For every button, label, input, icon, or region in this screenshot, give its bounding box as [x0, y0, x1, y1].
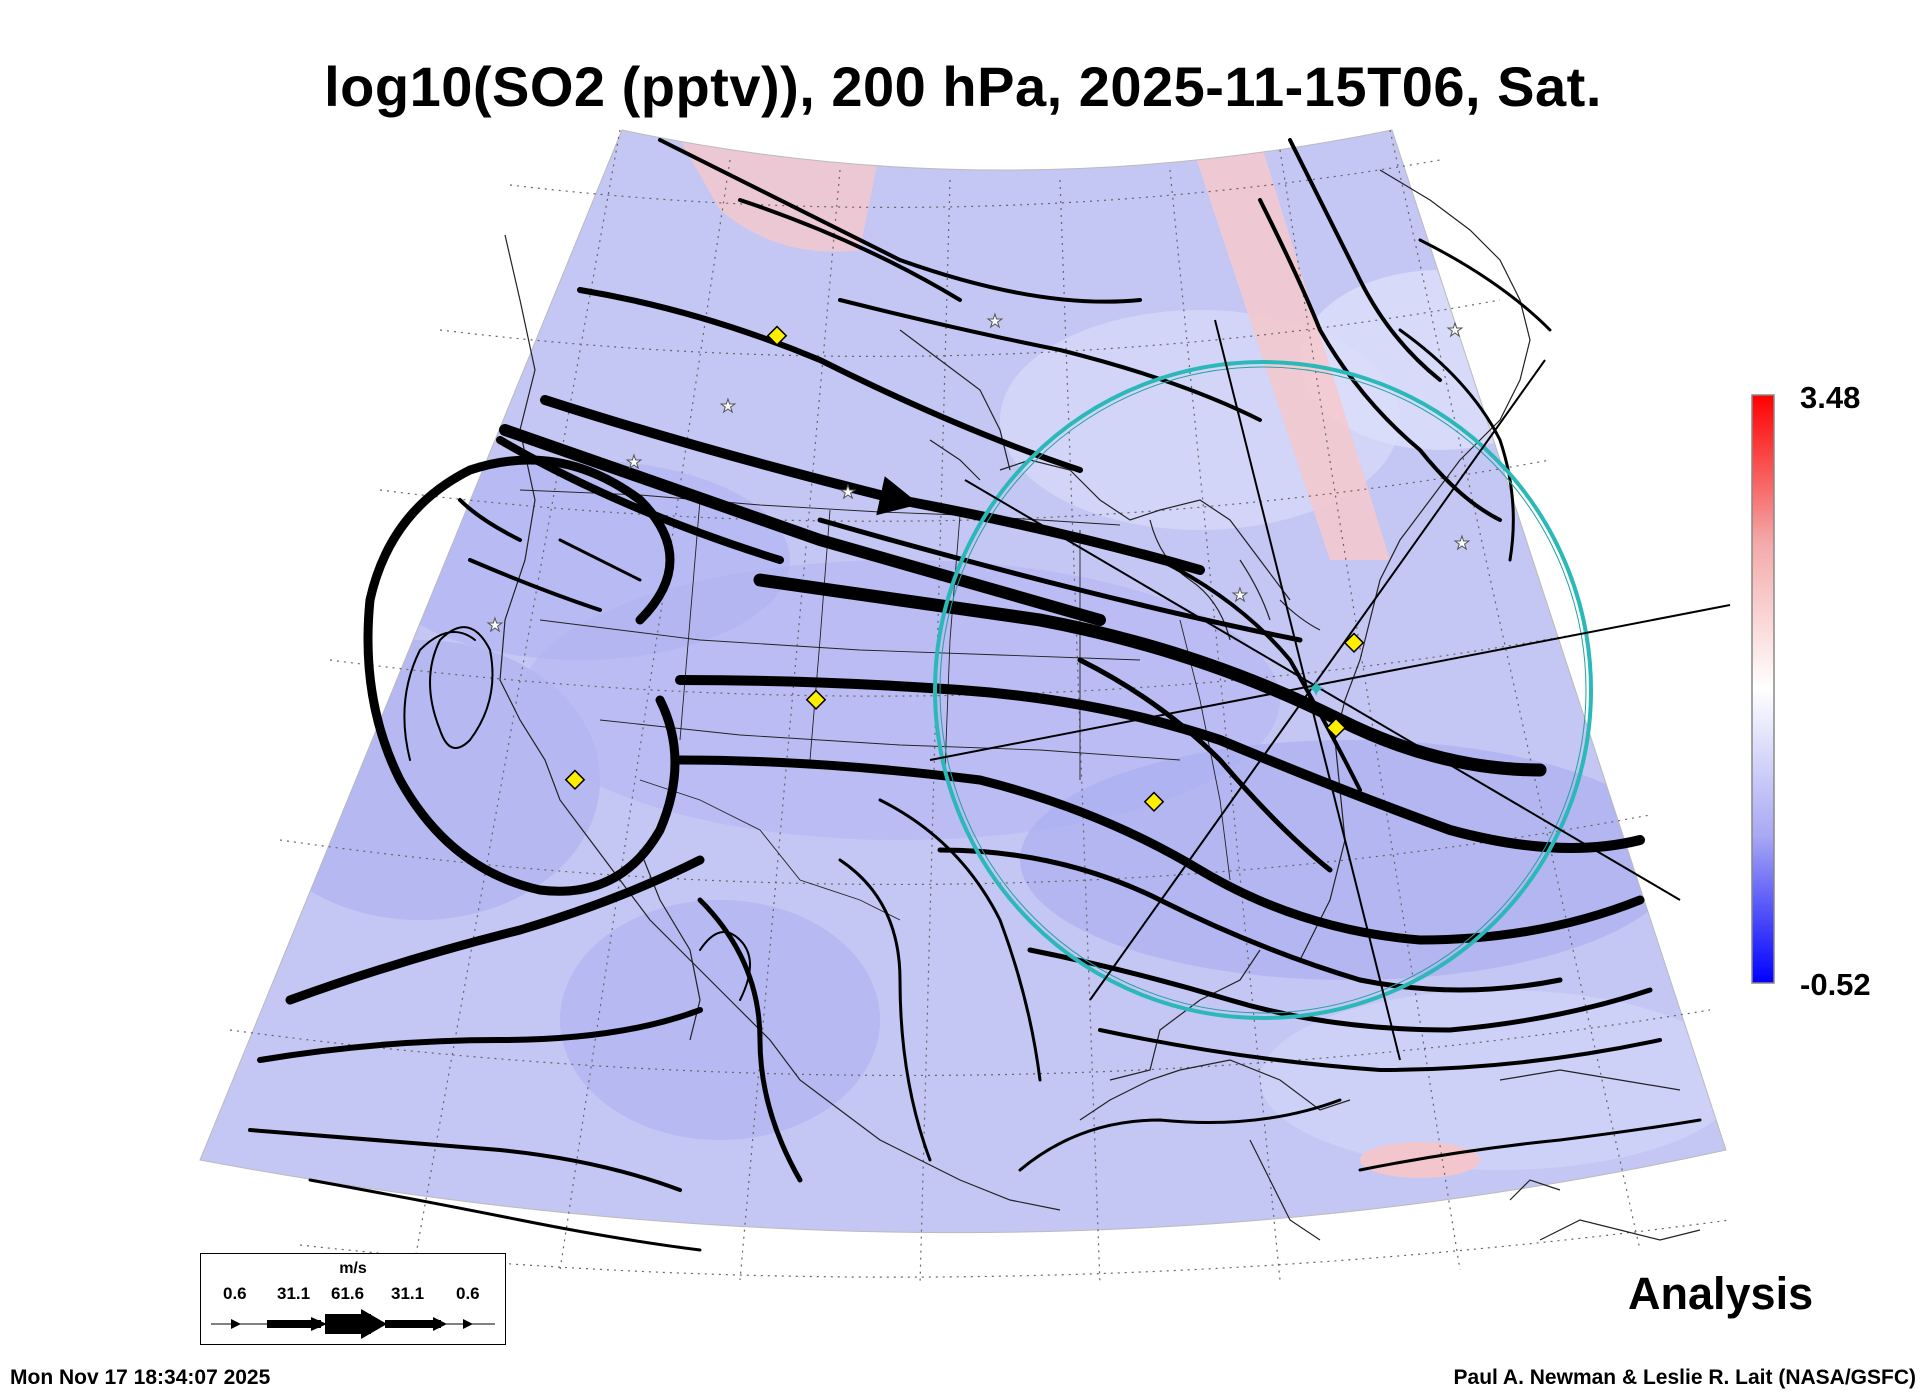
wind-legend-value: 31.1 [391, 1284, 425, 1303]
analysis-region-circle [933, 360, 1593, 1020]
station-diamond-icon [1143, 791, 1165, 812]
station-diamond-icon [1343, 632, 1365, 653]
station-star-icon: ★ [1454, 533, 1470, 553]
wind-legend-value: 0.6 [223, 1284, 247, 1303]
station-diamond-icon [766, 325, 788, 346]
mode-label: Analysis [1628, 1268, 1814, 1319]
map-title: log10(SO2 (pptv)), 200 hPa, 2025-11-15T0… [324, 55, 1602, 118]
station-star-icon: ★ [840, 482, 856, 502]
wind-legend-value: 61.6 [331, 1284, 365, 1303]
station-star-icon: ★ [987, 311, 1003, 331]
colorbar-min-label: -0.52 [1800, 967, 1871, 1002]
wind-speed-legend: m/s 0.6 31.1 61.6 31.1 0.6 [200, 1253, 506, 1345]
station-diamond-icon [1325, 717, 1347, 738]
station-markers [564, 325, 1365, 812]
colorbar-max-label: 3.48 [1800, 380, 1861, 415]
wind-streamlines [248, 138, 1702, 1252]
wind-legend-unit: m/s [339, 1260, 367, 1277]
station-star-icon: ★ [487, 615, 503, 635]
coastlines [499, 169, 1701, 1241]
so2-field [200, 130, 1726, 1233]
station-star-icon: ★ [1232, 585, 1248, 605]
station-diamond-icon [564, 769, 586, 790]
timestamp: Mon Nov 17 18:34:07 2025 [10, 1366, 271, 1389]
station-stars: ★ ★ ★ ★ ★ ★ ★ ★ [486, 311, 1470, 636]
cross-section-lines [929, 319, 1731, 1061]
credit-line: Paul A. Newman & Leslie R. Lait (NASA/GS… [1453, 1366, 1916, 1389]
wind-legend-value: 31.1 [277, 1284, 311, 1303]
wind-legend-arrows [211, 1309, 495, 1339]
colorbar [1751, 394, 1775, 984]
wind-legend-value: 0.6 [456, 1284, 480, 1303]
station-star-icon: ★ [626, 452, 642, 472]
station-star-icon: ★ [1447, 320, 1463, 340]
station-star-icon: ★ [720, 396, 736, 416]
station-diamond-icon [805, 689, 827, 710]
center-star-icon: ✦ [1306, 676, 1326, 703]
